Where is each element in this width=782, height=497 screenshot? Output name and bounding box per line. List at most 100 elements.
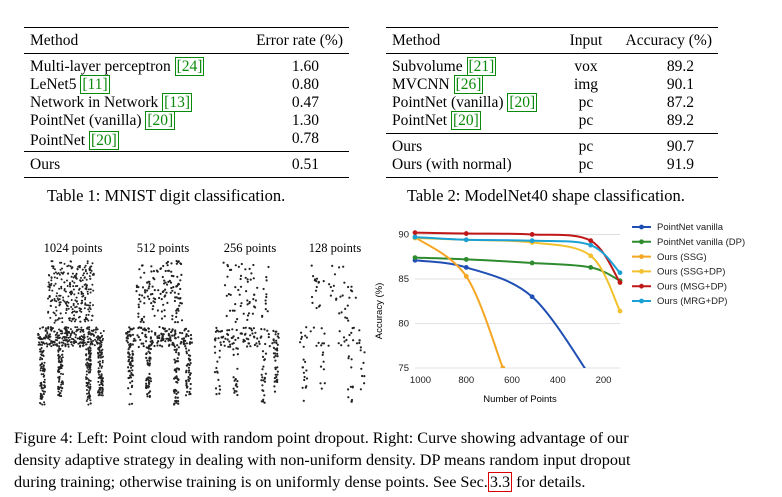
method-name: PointNet (30, 131, 86, 149)
data-point (412, 230, 418, 236)
citation-link[interactable]: [20] (507, 93, 538, 112)
figure-caption-line-2: density adaptive strategy in dealing wit… (14, 451, 631, 469)
method-cell: Multi-layer perceptron [24] (24, 54, 222, 76)
legend-marker (639, 254, 644, 259)
method-name: Network in Network (30, 94, 159, 111)
citation-link[interactable]: [26] (453, 75, 484, 94)
point-cloud-label-1024: 1024 points (43, 241, 103, 255)
figure-caption-line-3-tail: for details. (512, 473, 586, 491)
point-cloud-label-256: 256 points (223, 241, 277, 255)
table-1-grid: Method Error rate (%) Multi-layer percep… (24, 27, 349, 178)
chart-series (412, 230, 623, 368)
x-axis-label: Number of Points (483, 394, 557, 405)
value-cell: 0.47 (291, 94, 319, 111)
value-cell: 0.80 (291, 76, 319, 93)
figure-caption-line-3-text: during training; otherwise training is o… (14, 473, 488, 491)
x-tick-label: 200 (596, 375, 612, 386)
data-point (588, 242, 594, 248)
accuracy-chart: Accuracy (%) Number of Points 75 80 85 90 10… (374, 222, 745, 405)
point-cloud-chairs (37, 259, 366, 406)
value-cell: 89.2 (666, 58, 694, 75)
data-point (529, 238, 535, 244)
point-cloud-figure: 1024 points 512 points 256 points 128 po… (20, 237, 375, 412)
method-cell: Subvolume [21] (386, 54, 556, 76)
legend-item: Ours (MRG+DP) (632, 296, 727, 307)
table-row: PointNet [20] 0.78 (24, 130, 349, 152)
input-cell: pc (578, 94, 594, 111)
value-cell: 89.2 (666, 112, 694, 129)
series-line (414, 236, 504, 368)
table-2: Method Input Accuracy (%) Subvolume [21]… (386, 27, 718, 178)
method-cell: MVCNN [26] (386, 75, 556, 94)
input-cell: pc (578, 112, 594, 129)
legend-marker (639, 224, 644, 230)
legend-label: PointNet vanilla (DP) (657, 237, 745, 248)
legend-label: Ours (SSG+DP) (657, 267, 725, 278)
method-cell: LeNet5 [11] (24, 75, 222, 94)
figure-4-caption: Figure 4: Left: Point cloud with random … (14, 427, 631, 493)
value-cell: 0.78 (291, 130, 319, 147)
legend-item: Ours (SSG) (632, 252, 707, 263)
citation-link[interactable]: [20] (451, 111, 481, 130)
method-name: PointNet (vanilla) (30, 112, 142, 129)
method-name: PointNet (vanilla) (392, 94, 504, 111)
data-point (588, 264, 594, 270)
citation-link[interactable]: [21] (466, 57, 497, 76)
chart-ticks: 75 80 85 90 1000 800 600 400 200 (398, 229, 611, 386)
series-0 (412, 257, 586, 368)
citation-link[interactable]: [13] (162, 93, 192, 112)
citation-link[interactable]: [20] (145, 111, 176, 130)
value-cell: 91.9 (666, 156, 694, 173)
citation-link[interactable]: [11] (80, 75, 110, 94)
citation-link[interactable]: [24] (174, 57, 205, 76)
method-name: LeNet5 (30, 76, 77, 93)
method-cell: Ours (392, 138, 423, 155)
method-name: PointNet (392, 112, 448, 129)
x-tick-label: 800 (458, 375, 474, 386)
value-cell: 1.30 (291, 112, 319, 129)
input-cell: img (573, 76, 599, 93)
input-cell: vox (574, 58, 598, 75)
figure-caption-line-1: Figure 4: Left: Point cloud with random … (14, 429, 629, 447)
method-name: MVCNN (392, 76, 450, 93)
table-row: MVCNN [26] img 90.1 (386, 75, 718, 94)
table-1: Method Error rate (%) Multi-layer percep… (24, 27, 349, 178)
x-tick-label: 400 (550, 375, 566, 386)
series-2 (412, 234, 506, 368)
data-point (463, 231, 469, 236)
citation-link[interactable]: [20] (89, 130, 119, 150)
legend-item: Ours (SSG+DP) (632, 267, 725, 278)
legend-marker (639, 239, 644, 245)
method-cell: Ours (with normal) (392, 156, 512, 173)
data-point (529, 260, 535, 266)
method-name: Subvolume (392, 58, 463, 75)
table-row: Subvolume [21] vox 89.2 (386, 53, 718, 76)
legend-label: Ours (MSG+DP) (657, 281, 727, 292)
point-cloud-label-128: 128 points (308, 241, 362, 255)
data-point (463, 237, 469, 243)
data-point (617, 308, 623, 314)
data-point (588, 238, 594, 244)
x-tick-label: 1000 (410, 375, 431, 386)
point-cloud-label-512: 512 points (136, 241, 190, 255)
y-tick-label: 80 (398, 318, 409, 329)
table-2-grid: Method Input Accuracy (%) Subvolume [21]… (386, 27, 718, 178)
table-2-header-method: Method (392, 32, 441, 49)
legend-marker (639, 283, 644, 289)
section-reference-link[interactable]: 3.3 (487, 472, 513, 492)
table-2-header-accuracy: Accuracy (%) (625, 32, 712, 49)
legend-marker (639, 298, 644, 304)
table-1-header-method: Method (30, 32, 79, 49)
data-point (463, 273, 469, 279)
table-1-header-error: Error rate (%) (256, 32, 343, 49)
data-point (500, 365, 506, 368)
method-cell: PointNet (vanilla) [20] (386, 93, 556, 112)
input-cell: pc (578, 138, 594, 155)
table-row: Network in Network [13] 0.47 (24, 93, 349, 112)
method-cell: PointNet [20] (386, 111, 556, 134)
value-cell: 87.2 (666, 94, 694, 111)
legend-label: Ours (SSG) (657, 252, 707, 263)
chair-1024-points (37, 260, 105, 406)
data-point (463, 256, 469, 262)
y-tick-label: 75 (398, 363, 409, 374)
